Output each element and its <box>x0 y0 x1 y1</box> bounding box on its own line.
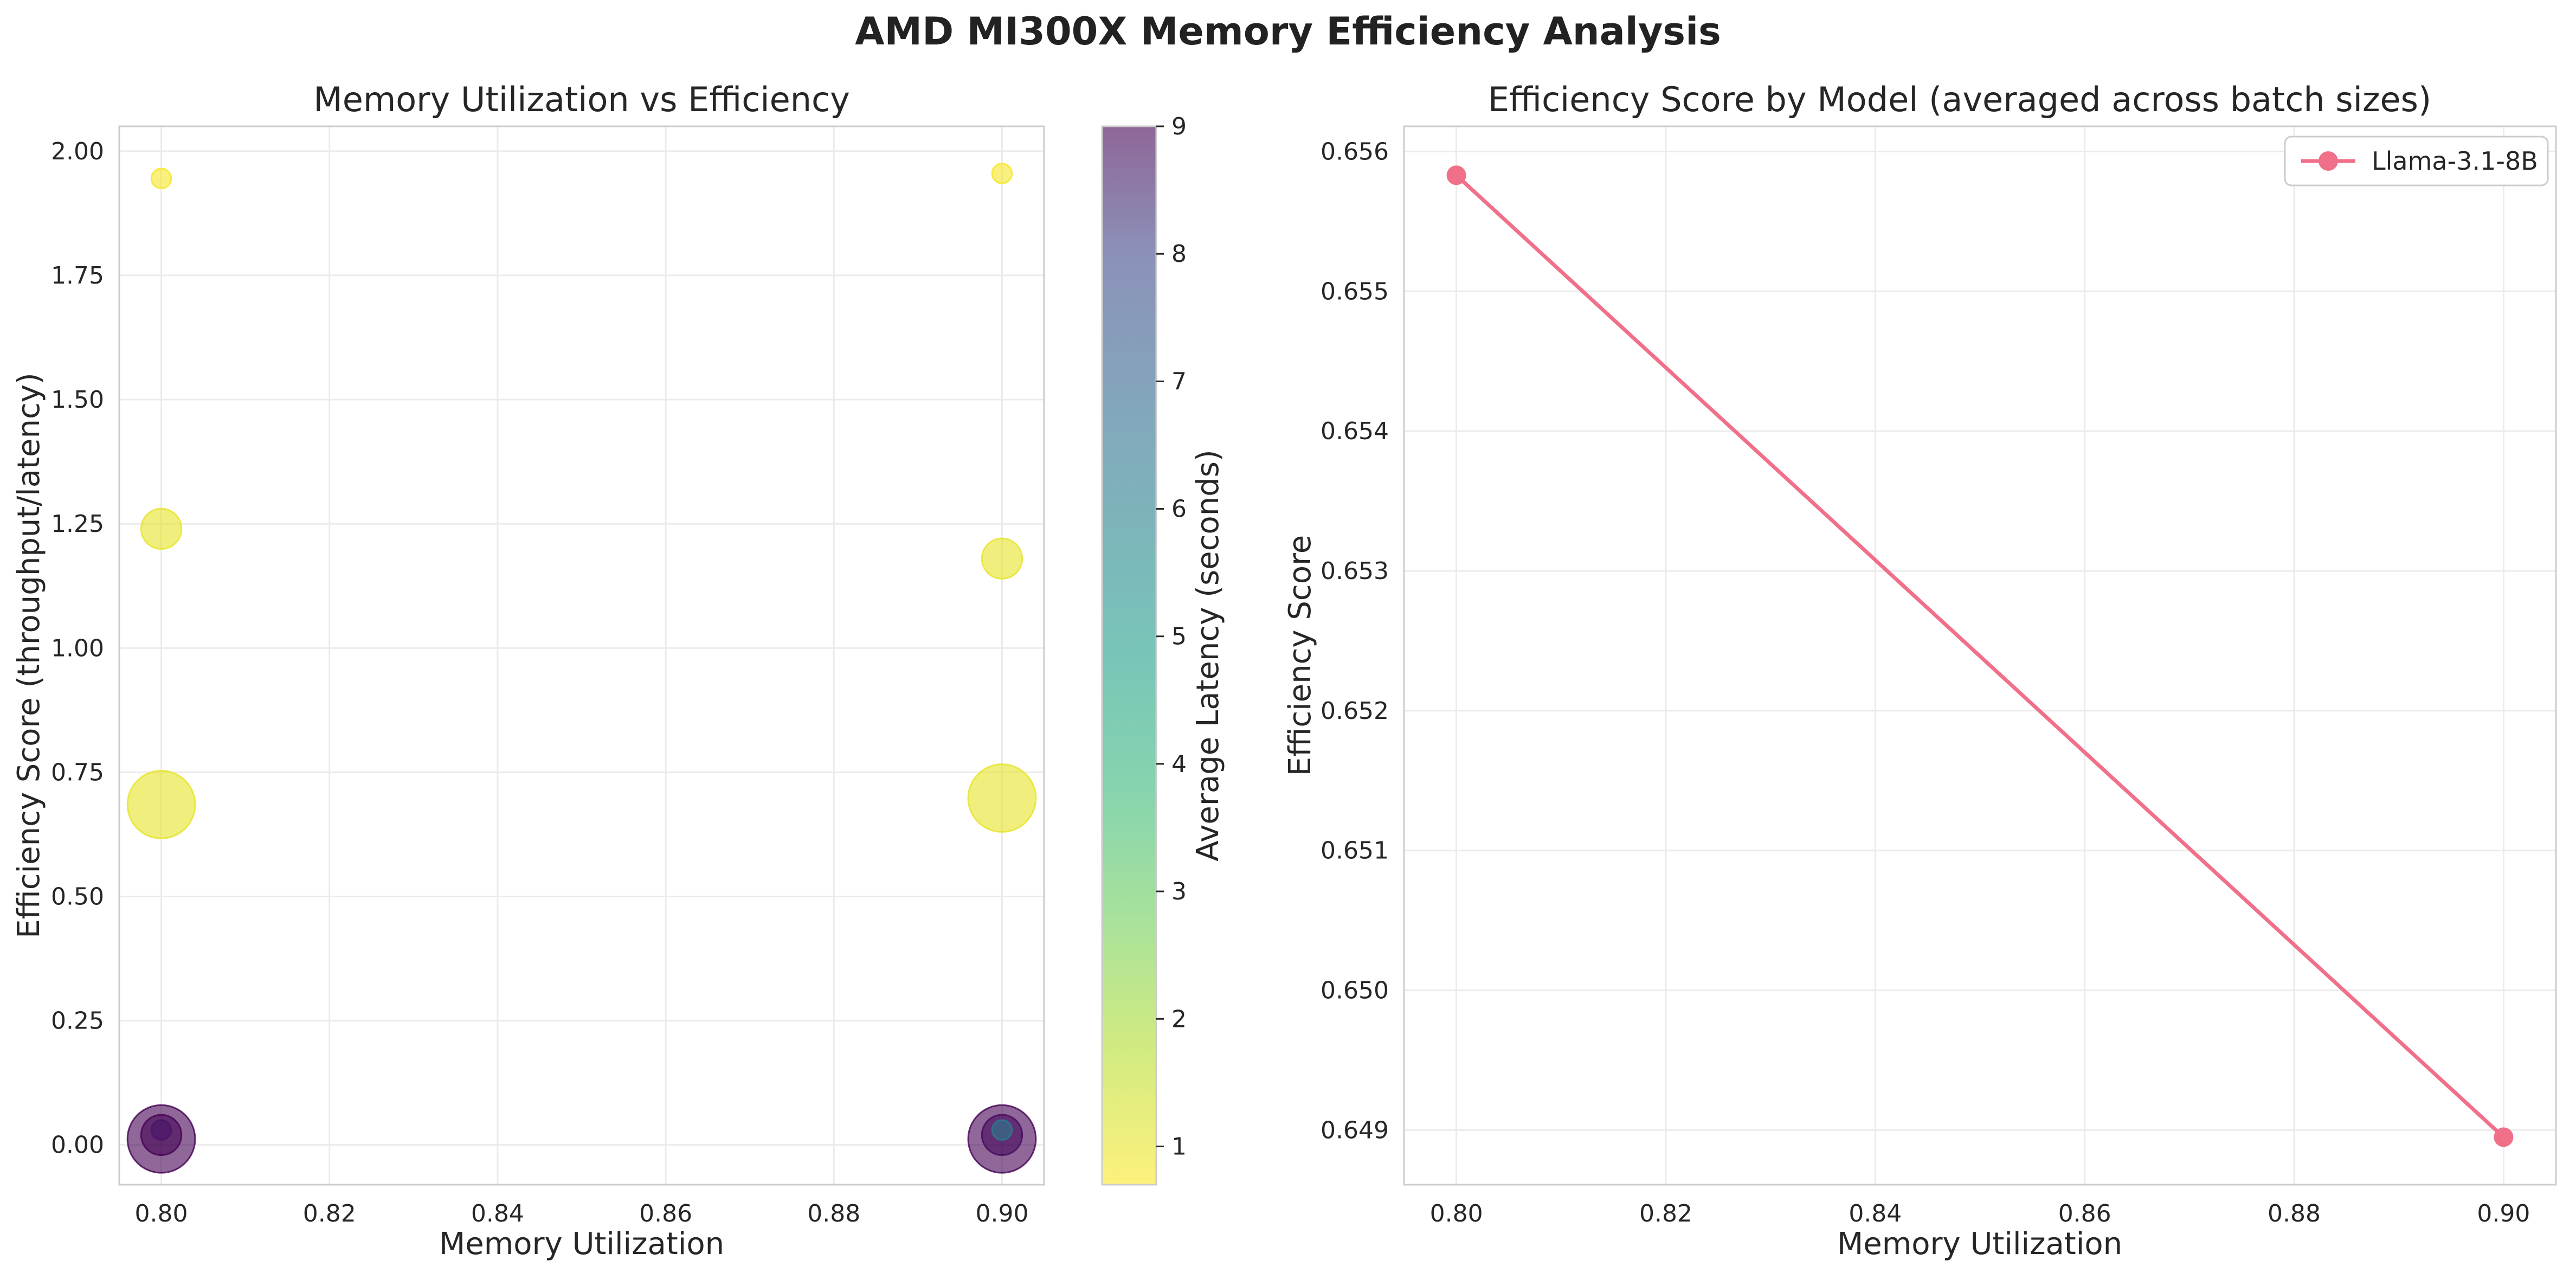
line-y-tick-label: 0.649 <box>1321 1116 1389 1144</box>
scatter-point <box>991 163 1013 184</box>
scatter-y-tick-label: 1.75 <box>51 262 104 290</box>
scatter-x-ticks: 0.80 0.82 0.84 0.86 0.88 0.90 <box>135 1200 1029 1227</box>
line-y-tick-label: 0.650 <box>1321 977 1389 1005</box>
scatter-y-tick-label: 2.00 <box>51 138 104 165</box>
colorbar-tick-label: 3 <box>1171 878 1187 905</box>
colorbar-ticks: 1 2 3 4 5 6 7 8 9 <box>1156 113 1187 1160</box>
line-y-tick-label: 0.652 <box>1321 697 1389 725</box>
colorbar-tick-label: 4 <box>1171 750 1187 778</box>
line-panel: Efficiency Score by Model (averaged acro… <box>1283 80 2557 1262</box>
line-x-tick-label: 0.80 <box>1430 1200 1483 1227</box>
colorbar-tick-label: 6 <box>1171 496 1187 523</box>
scatter-point <box>967 763 1037 833</box>
line-y-tick-label: 0.655 <box>1321 278 1389 305</box>
scatter-x-axis-label: Memory Utilization <box>439 1226 724 1262</box>
line-x-tick-label: 0.82 <box>1639 1200 1692 1227</box>
scatter-point <box>140 507 183 550</box>
figure-title: AMD MI300X Memory Efficiency Analysis <box>855 9 1721 54</box>
scatter-point <box>150 168 172 190</box>
series-point <box>2494 1127 2514 1147</box>
scatter-point <box>981 537 1023 580</box>
line-y-tick-label: 0.654 <box>1321 417 1389 445</box>
scatter-x-tick-label: 0.86 <box>639 1200 692 1227</box>
colorbar-tick-label: 9 <box>1171 113 1187 140</box>
scatter-y-tick-label: 1.00 <box>51 634 104 662</box>
scatter-point <box>150 1119 172 1141</box>
scatter-x-tick-label: 0.80 <box>135 1200 188 1227</box>
colorbar-tick-label: 5 <box>1171 623 1187 651</box>
colorbar: 1 2 3 4 5 6 7 8 9 Average Latency (seconds) <box>1101 113 1226 1186</box>
line-y-tick-label: 0.656 <box>1321 138 1389 165</box>
colorbar-tick-label: 7 <box>1171 368 1187 395</box>
colorbar-tick-label: 8 <box>1171 240 1187 268</box>
line-x-axis-label: Memory Utilization <box>1837 1226 2122 1262</box>
colorbar-label: Average Latency (seconds) <box>1190 449 1226 862</box>
line-grid <box>1404 126 2556 1185</box>
scatter-y-tick-label: 1.25 <box>51 510 104 538</box>
colorbar-gradient <box>1102 126 1156 1185</box>
scatter-point <box>126 770 196 839</box>
scatter-panel: Memory Utilization vs Efficiency 0.80 0.8… <box>11 80 1045 1262</box>
scatter-y-axis-label: Efficiency Score (throughput/latency) <box>11 372 47 939</box>
scatter-points <box>126 163 1037 1174</box>
scatter-y-tick-label: 0.00 <box>51 1132 104 1159</box>
scatter-y-tick-label: 1.50 <box>51 386 104 414</box>
line-x-tick-label: 0.86 <box>2058 1200 2111 1227</box>
line-y-tick-label: 0.651 <box>1321 837 1389 865</box>
scatter-x-tick-label: 0.88 <box>807 1200 860 1227</box>
scatter-y-ticks: 0.00 0.25 0.50 0.75 1.00 1.25 1.50 1.75 2.00 <box>51 138 104 1159</box>
scatter-x-tick-label: 0.82 <box>303 1200 356 1227</box>
scatter-point <box>991 1119 1013 1141</box>
scatter-title: Memory Utilization vs Efficiency <box>313 80 850 119</box>
scatter-frame <box>118 125 1045 1186</box>
scatter-y-tick-label: 0.25 <box>51 1007 104 1035</box>
line-x-tick-label: 0.88 <box>2268 1200 2321 1227</box>
line-x-tick-label: 0.84 <box>1849 1200 1902 1227</box>
line-frame <box>1403 125 2557 1186</box>
colorbar-frame <box>1101 125 1157 1186</box>
legend: Llama-3.1-8B <box>2284 136 2549 187</box>
line-x-ticks: 0.80 0.82 0.84 0.86 0.88 0.90 <box>1430 1200 2530 1227</box>
series-line-llama-3-1-8b <box>1454 173 2506 1139</box>
line-y-ticks: 0.649 0.650 0.651 0.652 0.653 0.654 0.655 0.656 <box>1321 138 1389 1144</box>
scatter-x-tick-label: 0.84 <box>471 1200 524 1227</box>
line-title: Efficiency Score by Model (averaged acro… <box>1488 80 2431 119</box>
scatter-y-tick-label: 0.50 <box>51 883 104 910</box>
line-y-axis-label: Efficiency Score <box>1283 535 1318 776</box>
line-y-tick-label: 0.653 <box>1321 557 1389 585</box>
line-x-tick-label: 0.90 <box>2477 1200 2530 1227</box>
series-point <box>1446 165 1466 185</box>
scatter-y-tick-label: 0.75 <box>51 759 104 786</box>
scatter-grid <box>119 126 1044 1185</box>
legend-box <box>2284 136 2549 187</box>
colorbar-tick-label: 2 <box>1171 1005 1187 1033</box>
legend-entry-label: Llama-3.1-8B <box>2372 146 2538 176</box>
scatter-x-tick-label: 0.90 <box>975 1200 1028 1227</box>
legend-marker-swatch <box>2319 151 2338 171</box>
line-series <box>1446 165 2514 1147</box>
colorbar-tick-label: 1 <box>1171 1133 1187 1160</box>
